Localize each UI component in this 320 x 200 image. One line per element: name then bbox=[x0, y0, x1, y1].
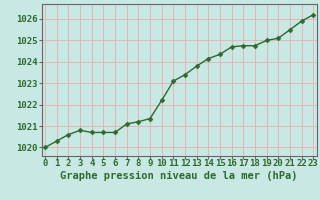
X-axis label: Graphe pression niveau de la mer (hPa): Graphe pression niveau de la mer (hPa) bbox=[60, 171, 298, 181]
